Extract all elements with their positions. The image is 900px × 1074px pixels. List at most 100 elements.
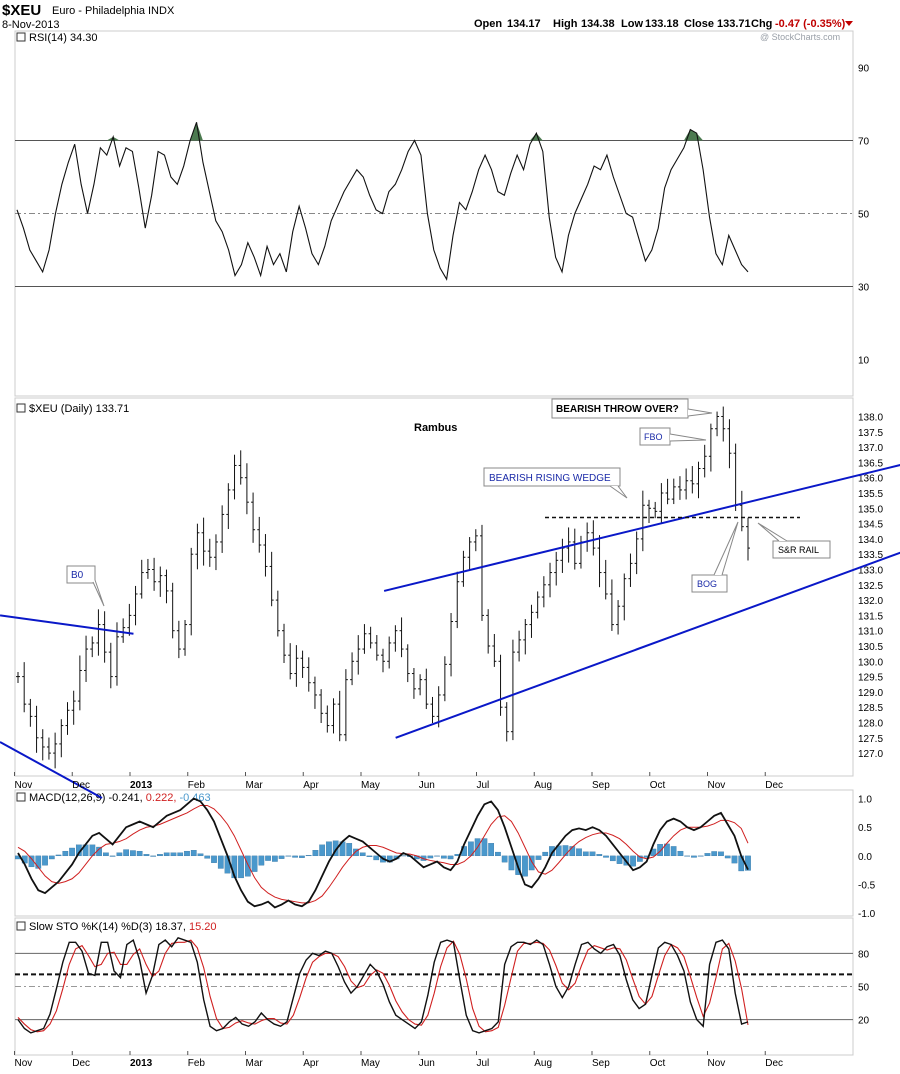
sr-text: S&R RAIL bbox=[778, 545, 819, 555]
macd-histogram-bar bbox=[197, 853, 204, 857]
macd-histogram-bar bbox=[353, 848, 359, 857]
macd-histogram-bar bbox=[346, 843, 353, 857]
macd-legend-icon bbox=[16, 792, 26, 802]
x-axis-bottom-label: 2013 bbox=[130, 1058, 153, 1069]
sto-tick-label: 50 bbox=[858, 983, 870, 994]
wedge-callout bbox=[483, 467, 621, 487]
price-legend: $XEU (Daily) 133.71 bbox=[16, 403, 129, 415]
low-value: 133.18 bbox=[645, 18, 679, 30]
macd-histogram-bar bbox=[434, 855, 440, 857]
macd-histogram-bar bbox=[569, 846, 576, 857]
annotation-bog: BOG bbox=[691, 521, 739, 593]
macd-signal-line bbox=[17, 804, 749, 904]
sr-pointer bbox=[757, 522, 788, 542]
downtrend-line-lower bbox=[0, 741, 103, 799]
macd-histogram-bar bbox=[271, 855, 278, 862]
rsi-tick-label: 10 bbox=[858, 356, 870, 367]
annotation-fbo: FBO bbox=[639, 427, 707, 446]
x-axis-bottom-label: Feb bbox=[188, 1058, 206, 1069]
macd-histogram-bar bbox=[596, 854, 603, 857]
price-plot: 138.0 137.5 137.0 136.5 136.0 135.5 135.0 134.5… bbox=[0, 406, 900, 799]
macd-legend-hist: -0.463 bbox=[179, 792, 210, 804]
price-tick-label: 133.5 bbox=[858, 550, 883, 561]
macd-histogram-bar bbox=[116, 852, 123, 857]
macd-tick-label: -1.0 bbox=[858, 909, 876, 920]
x-axis-bottom-label: Apr bbox=[303, 1058, 319, 1069]
x-axis-price-label: Dec bbox=[765, 780, 783, 791]
macd-histogram-bar bbox=[373, 855, 380, 861]
open-value: 134.17 bbox=[507, 18, 541, 30]
ohlc-summary: Open 134.17 High 134.38 Low 133.18 Close… bbox=[474, 18, 846, 30]
macd-histogram-bar bbox=[251, 855, 258, 872]
chg-value: -0.47 (-0.35%) bbox=[775, 18, 846, 30]
macd-histogram-bar bbox=[55, 854, 62, 857]
price-tick-label: 130.0 bbox=[858, 657, 883, 668]
macd-histogram-bar bbox=[48, 855, 55, 860]
macd-histogram-bar bbox=[177, 852, 184, 857]
wedge-upper-line bbox=[383, 464, 900, 592]
sto-tick-label: 20 bbox=[858, 1016, 870, 1027]
rsi-line bbox=[16, 122, 749, 281]
price-tick-label: 128.5 bbox=[858, 703, 883, 714]
downtrend-line bbox=[0, 614, 134, 635]
macd-histogram-bar bbox=[657, 844, 663, 857]
macd-histogram-bar bbox=[670, 846, 677, 857]
macd-histogram-bar bbox=[265, 855, 271, 861]
macd-histogram-bar bbox=[326, 841, 332, 857]
x-axis-bottom-label: Jul bbox=[477, 1058, 490, 1069]
price-tick-label: 137.5 bbox=[858, 428, 883, 439]
close-label: Close bbox=[684, 18, 714, 30]
symbol-name: Euro - Philadelphia INDX bbox=[52, 5, 175, 17]
macd-histogram-bar bbox=[299, 855, 305, 858]
chg-label: Chg bbox=[751, 18, 772, 30]
macd-histogram-bar bbox=[217, 855, 224, 869]
macd-histogram-bar bbox=[684, 855, 691, 857]
macd-histogram-bar bbox=[603, 855, 609, 858]
macd-histogram-bar bbox=[190, 850, 197, 857]
x-axis-bottom-label: Jun bbox=[419, 1058, 435, 1069]
macd-histogram-bar bbox=[103, 852, 109, 857]
x-axis-price: Nov Dec 2013 Feb Mar Apr May Jun Jul Aug Sep Oct Nov… bbox=[14, 772, 783, 791]
macd-legend-signal: 0.222, bbox=[146, 792, 177, 804]
macd-histogram-bar bbox=[211, 855, 217, 863]
macd-histogram-bar bbox=[697, 855, 704, 857]
macd-tick-label: 1.0 bbox=[858, 795, 872, 806]
price-tick-label: 136.5 bbox=[858, 458, 883, 469]
macd-histogram-bar bbox=[359, 852, 366, 857]
macd-histogram-bar bbox=[366, 855, 373, 857]
sto-legend-prefix: Slow STO %K(14) %D(3) bbox=[29, 921, 152, 933]
macd-histogram-bar bbox=[630, 855, 636, 867]
macd-histogram-bar bbox=[440, 855, 447, 859]
close-value: 133.71 bbox=[717, 18, 751, 30]
macd-histogram-bar bbox=[244, 855, 251, 877]
wedge-text: BEARISH RISING WEDGE bbox=[489, 473, 611, 484]
sto-k-line bbox=[17, 937, 749, 1034]
high-label: High bbox=[553, 18, 578, 30]
macd-histogram-bar bbox=[528, 855, 535, 871]
macd-histogram-bar bbox=[724, 855, 731, 859]
x-axis-price-label: 2013 bbox=[130, 780, 153, 791]
rsi-tick-label: 90 bbox=[858, 64, 870, 75]
macd-tick-label: 0.0 bbox=[858, 852, 872, 863]
macd-histogram-bar bbox=[157, 854, 163, 857]
macd-histogram-bar bbox=[143, 854, 150, 857]
macd-histogram-bar bbox=[718, 851, 724, 857]
macd-histogram-bar bbox=[109, 855, 116, 857]
x-axis-bottom-label: Dec bbox=[72, 1058, 90, 1069]
bto-callout bbox=[551, 398, 689, 419]
macd-histogram-bar bbox=[285, 855, 292, 857]
macd-histogram-bar bbox=[204, 855, 211, 859]
watermark: @ StockCharts.com bbox=[760, 32, 840, 42]
price-tick-label: 132.0 bbox=[858, 596, 883, 607]
sr-callout bbox=[772, 540, 831, 559]
macd-legend-macd: -0.241, bbox=[108, 792, 142, 804]
macd-histogram-bar bbox=[535, 855, 542, 860]
x-axis-bottom-label: Oct bbox=[650, 1058, 666, 1069]
x-axis-bottom-label: May bbox=[361, 1058, 380, 1069]
macd-histogram-bar bbox=[589, 851, 596, 857]
b0-callout bbox=[66, 565, 96, 584]
x-axis-price-label: Feb bbox=[188, 780, 206, 791]
annotation-wedge: BEARISH RISING WEDGE bbox=[483, 467, 628, 499]
price-tick-label: 127.0 bbox=[858, 749, 883, 760]
x-axis-price-label: May bbox=[361, 780, 380, 791]
